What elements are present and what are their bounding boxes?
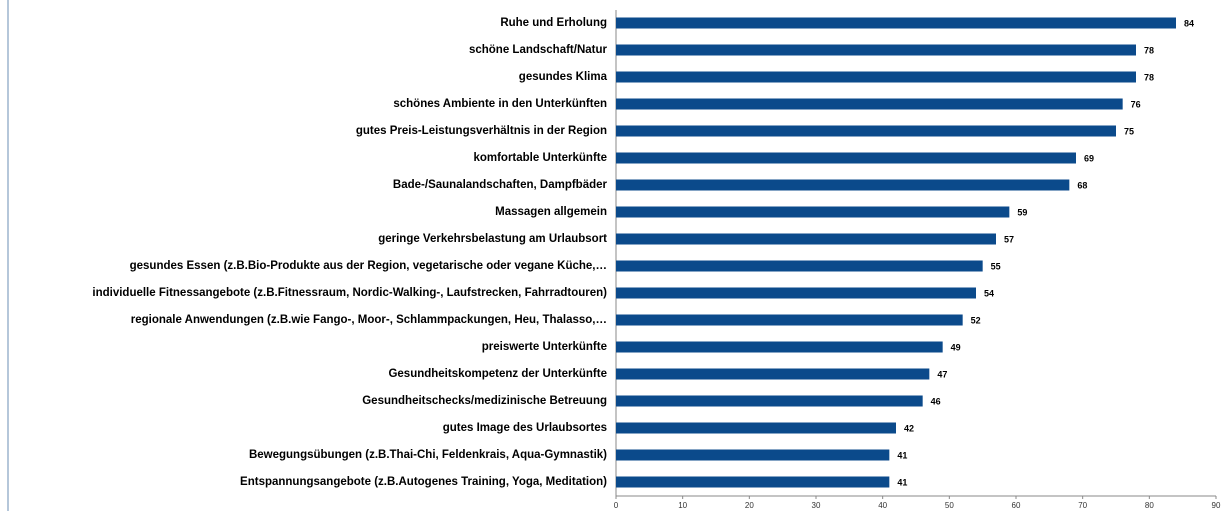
value-label: 41 <box>897 477 907 487</box>
category-label: Bewegungsübungen (z.B.Thai-Chi, Feldenkr… <box>249 449 607 461</box>
x-tick-label: 50 <box>945 501 954 510</box>
category-label: schöne Landschaft/Natur <box>469 44 608 56</box>
category-label: individuelle Fitnessangebote (z.B.Fitnes… <box>92 287 607 299</box>
bar <box>616 233 996 245</box>
value-label: 54 <box>984 288 994 298</box>
bar <box>616 125 1116 137</box>
x-tick-label: 60 <box>1012 501 1021 510</box>
category-label: gutes Image des Urlaubsortes <box>443 422 607 434</box>
bar <box>616 71 1136 83</box>
value-label: 76 <box>1131 99 1141 109</box>
bar <box>616 422 896 434</box>
category-label: Ruhe und Erholung <box>500 17 607 29</box>
value-label: 57 <box>1004 234 1014 244</box>
bar <box>616 395 923 407</box>
category-label: gesundes Essen (z.B.Bio-Produkte aus der… <box>130 260 607 272</box>
value-label: 78 <box>1144 45 1154 55</box>
category-label: preiswerte Unterkünfte <box>482 341 607 353</box>
value-label: 55 <box>991 261 1001 271</box>
category-label: schönes Ambiente in den Unterkünften <box>393 98 607 110</box>
x-tick-label: 40 <box>878 501 887 510</box>
x-tick-label: 90 <box>1212 501 1221 510</box>
bar <box>616 98 1123 110</box>
category-label: komfortable Unterkünfte <box>473 152 607 164</box>
category-label: geringe Verkehrsbelastung am Urlaubsort <box>378 233 607 245</box>
value-label: 68 <box>1077 180 1087 190</box>
bar <box>616 206 1010 218</box>
category-label: gutes Preis-Leistungsverhältnis in der R… <box>356 125 607 137</box>
value-label: 69 <box>1084 153 1094 163</box>
bar <box>616 476 890 488</box>
x-tick-label: 70 <box>1078 501 1087 510</box>
value-label: 84 <box>1184 18 1194 28</box>
x-tick-label: 0 <box>614 501 619 510</box>
category-label: Gesundheitskompetenz der Unterkünfte <box>388 368 607 380</box>
x-tick-label: 20 <box>745 501 754 510</box>
category-label: regionale Anwendungen (z.B.wie Fango-, M… <box>131 314 607 326</box>
category-label: Entspannungsangebote (z.B.Autogenes Trai… <box>240 476 607 488</box>
x-tick-label: 80 <box>1145 501 1154 510</box>
value-label: 49 <box>951 342 961 352</box>
bar <box>616 17 1176 29</box>
bar <box>616 368 930 380</box>
category-label: Massagen allgemein <box>495 206 607 218</box>
value-label: 75 <box>1124 126 1134 136</box>
bar <box>616 44 1136 56</box>
bar <box>616 152 1076 164</box>
value-label: 52 <box>971 315 981 325</box>
value-label: 78 <box>1144 72 1154 82</box>
category-label: Gesundheitschecks/medizinische Betreuung <box>362 395 607 407</box>
bar <box>616 314 963 326</box>
bar <box>616 179 1070 191</box>
bar <box>616 341 943 353</box>
bar <box>616 287 976 299</box>
bar <box>616 449 890 461</box>
x-tick-label: 10 <box>678 501 687 510</box>
category-label: gesundes Klima <box>519 71 608 83</box>
value-label: 59 <box>1017 207 1027 217</box>
x-tick-label: 30 <box>812 501 821 510</box>
value-label: 42 <box>904 423 914 433</box>
value-label: 47 <box>937 369 947 379</box>
category-label: Bade-/Saunalandschaften, Dampfbäder <box>393 179 608 191</box>
value-label: 46 <box>931 396 941 406</box>
bar <box>616 260 983 272</box>
value-label: 41 <box>897 450 907 460</box>
